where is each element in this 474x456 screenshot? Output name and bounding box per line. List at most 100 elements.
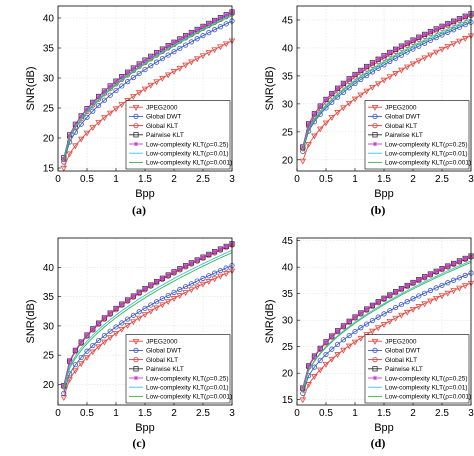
data-point: [432, 49, 440, 56]
data-point: [142, 58, 148, 63]
legend-marker: [372, 141, 378, 147]
data-point: [125, 79, 131, 85]
legend-box: [364, 334, 470, 404]
data-point: [206, 273, 212, 279]
data-point: [399, 43, 404, 49]
data-point: [451, 18, 456, 24]
data-point: [299, 158, 307, 165]
data-point: [369, 328, 376, 335]
data-point: [61, 383, 66, 388]
legend-marker: [133, 123, 139, 129]
legend-label: JPEG2000: [385, 339, 417, 346]
data-point: [177, 286, 183, 293]
x-tick-label: 1.5: [377, 408, 391, 419]
data-point: [147, 82, 155, 89]
legend-item: Low-complexity KLT(ρ=0.01): [368, 385, 468, 392]
series-1: [299, 33, 474, 165]
data-point: [83, 130, 91, 137]
data-point: [166, 272, 171, 278]
series-line: [63, 13, 233, 160]
legend-label: Low-complexity KLT(ρ=0.25): [146, 141, 229, 148]
data-point: [106, 335, 114, 342]
data-point: [154, 50, 159, 56]
plot-frame: [57, 5, 233, 172]
data-point: [119, 320, 125, 326]
data-point: [364, 64, 369, 69]
data-point: [335, 328, 340, 333]
data-point: [439, 282, 445, 288]
legend-item: Global KLT: [368, 123, 417, 130]
legend-marker: [132, 105, 140, 111]
legend-item: Low-complexity KLT(ρ=0.25): [129, 375, 229, 382]
data-point: [421, 290, 428, 296]
data-point: [450, 277, 457, 283]
legend-label: Pairwise KLT: [146, 366, 184, 373]
data-point: [164, 299, 172, 306]
data-point: [131, 66, 136, 71]
data-point: [72, 368, 79, 375]
data-point: [438, 46, 446, 53]
data-point: [358, 310, 363, 316]
x-tick-label: 2: [410, 174, 416, 185]
data-point: [164, 72, 172, 79]
data-point: [194, 36, 200, 42]
series-line: [302, 21, 472, 152]
y-tick-label: 30: [43, 74, 55, 85]
y-tick-label: 30: [282, 316, 294, 327]
legend-label: Low-complexity KLT(ρ=0.01): [146, 385, 229, 392]
data-point: [217, 44, 224, 51]
data-point: [340, 347, 347, 354]
data-point: [357, 92, 365, 99]
data-point: [177, 36, 182, 42]
data-point: [335, 86, 340, 91]
data-point: [462, 272, 468, 278]
data-point: [381, 296, 387, 301]
data-point: [189, 30, 194, 35]
data-point: [95, 344, 102, 351]
x-tick-label: 0: [294, 408, 300, 419]
data-point: [90, 326, 95, 332]
x-tick-label: 2: [410, 408, 416, 419]
data-point: [341, 323, 346, 329]
legend-label: JPEG2000: [385, 105, 417, 112]
x-tick-label: 3: [468, 408, 474, 419]
data-point: [456, 285, 463, 292]
data-point: [137, 290, 142, 295]
data-point: [195, 27, 200, 32]
data-point: [142, 286, 148, 291]
data-point: [462, 22, 468, 28]
data-point: [131, 293, 136, 299]
series-line: [63, 252, 233, 390]
legend-label: Global KLT: [385, 357, 417, 364]
data-point: [107, 328, 113, 334]
series-line: [63, 249, 233, 389]
data-point: [176, 293, 184, 299]
data-point: [72, 362, 79, 368]
data-point: [409, 307, 417, 313]
data-point: [170, 296, 178, 302]
data-point: [422, 274, 427, 279]
data-point: [119, 74, 124, 80]
y-tick-label: 45: [282, 15, 294, 26]
data-point: [217, 273, 224, 280]
data-point: [73, 348, 78, 353]
data-point: [200, 254, 206, 260]
series-line: [302, 20, 472, 152]
data-point: [415, 58, 423, 65]
data-point: [363, 88, 370, 95]
data-point: [101, 339, 108, 346]
legend-label: Low-complexity KLT(ρ=0.25): [385, 141, 468, 148]
x-tick-label: 1: [352, 174, 358, 185]
x-tick-label: 0.5: [319, 174, 333, 185]
data-point: [445, 263, 450, 269]
data-point: [96, 94, 101, 100]
y-axis-label: SNR(dB): [25, 299, 37, 343]
data-point: [439, 266, 445, 271]
series-7: [63, 15, 233, 161]
data-point: [386, 318, 394, 325]
data-point: [205, 279, 213, 285]
x-axis-label: Bpp: [135, 188, 155, 200]
data-point: [83, 355, 91, 361]
panel-label: (b): [371, 203, 386, 217]
